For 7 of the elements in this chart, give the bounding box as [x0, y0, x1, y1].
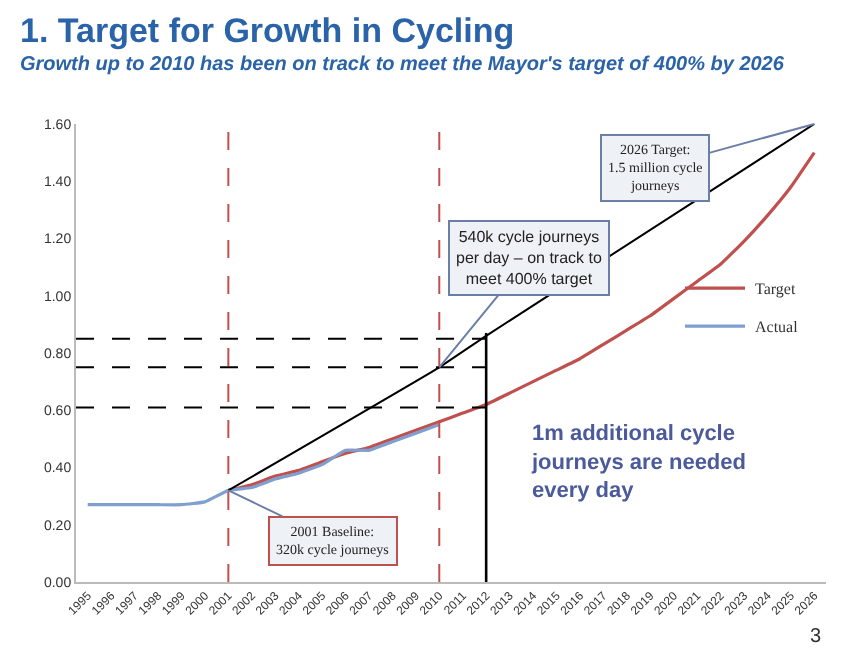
chart-title: 1. Target for Growth in Cycling: [20, 12, 515, 50]
annotation: 1m additional cycle journeys are needed every day: [530, 422, 746, 504]
chart-subtitle: Growth up to 2010 has been on track to meet the Mayor's target of 400% by 2026: [20, 54, 785, 76]
legend-label: Actual: [755, 318, 800, 337]
legend-label: Target: [755, 280, 797, 299]
text: 3: [810, 626, 822, 648]
annotation: 540k cycle journeys per day – on track to meet 400% target: [456, 228, 603, 288]
